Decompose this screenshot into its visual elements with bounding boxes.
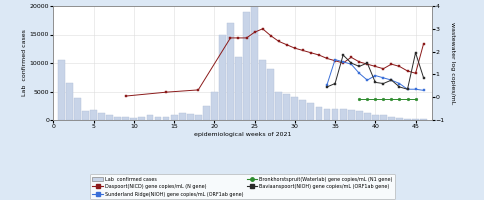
Bar xyxy=(66,83,73,120)
Bar xyxy=(218,34,226,120)
Y-axis label: wastewater log copies/mL: wastewater log copies/mL xyxy=(449,22,454,104)
Bar xyxy=(90,110,97,120)
Bar xyxy=(291,97,298,120)
Bar xyxy=(170,115,177,120)
Bar xyxy=(251,6,257,120)
X-axis label: epidemiological weeks of 2021: epidemiological weeks of 2021 xyxy=(194,132,290,137)
Bar xyxy=(395,118,402,120)
Bar xyxy=(98,113,105,120)
Bar xyxy=(347,110,354,120)
Bar xyxy=(403,119,410,120)
Bar xyxy=(114,117,121,120)
Bar xyxy=(331,109,338,120)
Bar xyxy=(411,119,418,120)
Bar xyxy=(267,69,273,120)
Bar xyxy=(235,57,242,120)
Bar xyxy=(106,115,113,120)
Bar xyxy=(323,109,330,120)
Bar xyxy=(211,92,217,120)
Bar xyxy=(419,119,426,120)
Bar xyxy=(258,60,266,120)
Y-axis label: Lab  confirmed cases: Lab confirmed cases xyxy=(22,30,27,96)
Bar xyxy=(202,106,209,120)
Bar xyxy=(130,118,137,120)
Bar xyxy=(58,60,65,120)
Bar xyxy=(82,111,89,120)
Bar xyxy=(242,12,249,120)
Bar xyxy=(387,117,394,120)
Legend: Lab  confirmed cases, Daspoort(NICD) gene copies/mL (N gene), Sunderland Ridge(N: Lab confirmed cases, Daspoort(NICD) gene… xyxy=(90,174,394,199)
Bar xyxy=(195,115,201,120)
Bar xyxy=(186,114,193,120)
Bar xyxy=(339,109,346,120)
Bar xyxy=(275,92,282,120)
Bar xyxy=(227,23,233,120)
Bar xyxy=(379,115,386,120)
Bar xyxy=(146,115,153,120)
Bar xyxy=(363,113,370,120)
Bar xyxy=(138,117,145,120)
Bar xyxy=(355,111,362,120)
Bar xyxy=(315,107,322,120)
Bar xyxy=(154,117,161,120)
Bar xyxy=(178,113,185,120)
Bar xyxy=(122,117,129,120)
Bar xyxy=(307,103,314,120)
Bar xyxy=(162,117,169,120)
Bar xyxy=(283,94,289,120)
Bar xyxy=(299,100,306,120)
Bar xyxy=(74,98,81,120)
Bar xyxy=(371,115,378,120)
